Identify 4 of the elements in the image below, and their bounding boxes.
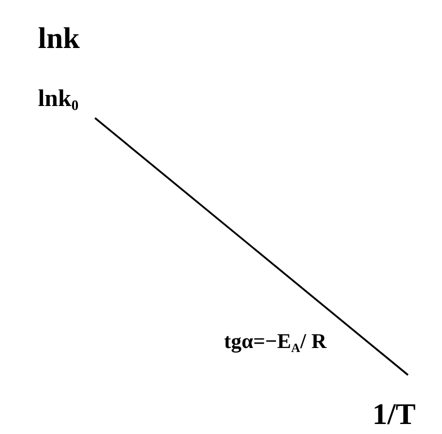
- annotation: tgα=−E$_{A}$/ R: [224, 329, 328, 355]
- x-axis-title: 1/T: [372, 398, 416, 431]
- y-axis-title: lnk: [38, 22, 80, 55]
- text: lnk$_{0}$: [38, 86, 79, 114]
